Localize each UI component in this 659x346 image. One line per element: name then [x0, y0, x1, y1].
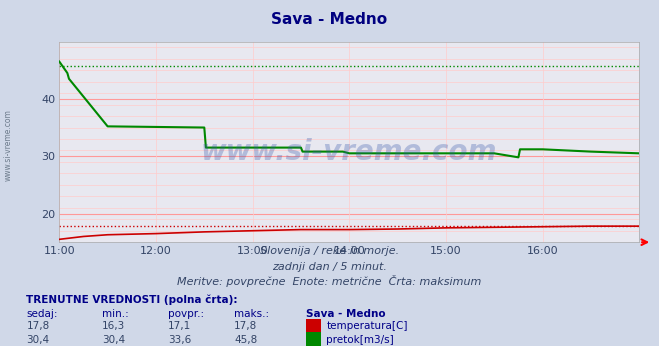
Text: sedaj:: sedaj: — [26, 309, 58, 319]
Text: 30,4: 30,4 — [26, 335, 49, 345]
Text: TRENUTNE VREDNOSTI (polna črta):: TRENUTNE VREDNOSTI (polna črta): — [26, 294, 238, 305]
Text: temperatura[C]: temperatura[C] — [326, 321, 408, 331]
Text: maks.:: maks.: — [234, 309, 269, 319]
Text: www.si-vreme.com: www.si-vreme.com — [3, 109, 13, 181]
Text: min.:: min.: — [102, 309, 129, 319]
Text: 16,3: 16,3 — [102, 321, 125, 331]
Text: 30,4: 30,4 — [102, 335, 125, 345]
Text: zadnji dan / 5 minut.: zadnji dan / 5 minut. — [272, 262, 387, 272]
Text: www.si-vreme.com: www.si-vreme.com — [201, 138, 498, 166]
Text: povpr.:: povpr.: — [168, 309, 204, 319]
Text: Sava - Medno: Sava - Medno — [306, 309, 386, 319]
Text: 17,1: 17,1 — [168, 321, 191, 331]
Text: pretok[m3/s]: pretok[m3/s] — [326, 335, 394, 345]
Text: 17,8: 17,8 — [234, 321, 257, 331]
Text: Slovenija / reke in morje.: Slovenija / reke in morje. — [260, 246, 399, 256]
Text: Meritve: povprečne  Enote: metrične  Črta: maksimum: Meritve: povprečne Enote: metrične Črta:… — [177, 275, 482, 288]
Text: 33,6: 33,6 — [168, 335, 191, 345]
Text: Sava - Medno: Sava - Medno — [272, 12, 387, 27]
Text: 17,8: 17,8 — [26, 321, 49, 331]
Text: 45,8: 45,8 — [234, 335, 257, 345]
